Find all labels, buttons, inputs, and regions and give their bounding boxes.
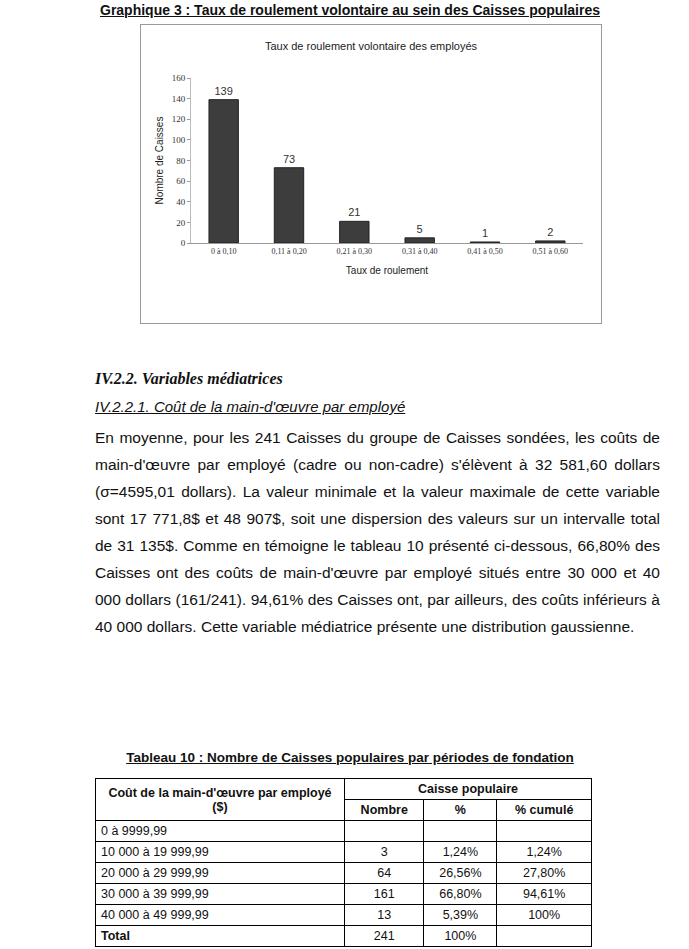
html-text:100%: 100%	[444, 929, 477, 943]
svg-text:140: 140	[172, 94, 186, 104]
html-text:Tableau 10 : Nombre de Caisses: Tableau 10 : Nombre de Caisses populaire…	[126, 750, 574, 765]
svg-text:0 à 0,10: 0 à 0,10	[211, 247, 237, 256]
svg-text:2: 2	[547, 226, 553, 238]
html-text:1,24%: 1,24%	[442, 845, 479, 859]
html-text:IV.2.2. Variables médiatrices: IV.2.2. Variables médiatrices	[95, 370, 283, 387]
html-text:Graphique 3 : Taux de roulemen: Graphique 3 : Taux de roulement volontai…	[100, 2, 600, 18]
svg-text:0: 0	[181, 238, 186, 248]
svg-text:5: 5	[417, 223, 423, 235]
svg-text:100: 100	[172, 135, 186, 145]
html-text:Coût de la main-d'œuvre par em: Coût de la main-d'œuvre par employé ($)	[108, 785, 332, 814]
svg-text:Nombre de Caisses: Nombre de Caisses	[154, 117, 165, 205]
html-text:26,56%: 26,56%	[439, 866, 482, 880]
html-text:3: 3	[380, 845, 388, 859]
svg-text:0,51 à 0,60: 0,51 à 0,60	[533, 247, 569, 256]
html-text:94,61%: 94,61%	[523, 887, 566, 901]
svg-text:21: 21	[348, 206, 360, 218]
svg-text:120: 120	[172, 114, 186, 124]
html-text:% cumulé: % cumulé	[515, 803, 574, 817]
svg-text:Taux de roulement volontaire d: Taux de roulement volontaire des employé…	[265, 40, 478, 52]
html-text:Caisse populaire: Caisse populaire	[418, 782, 518, 796]
html-text:Total: Total	[101, 929, 130, 943]
html-text:0 à 9999,99: 0 à 9999,99	[101, 824, 167, 838]
svg-text:73: 73	[283, 153, 295, 165]
html-text:13: 13	[377, 908, 392, 922]
svg-text:160: 160	[172, 73, 186, 83]
html-text:161: 161	[373, 887, 395, 901]
svg-text:20: 20	[176, 218, 186, 228]
svg-text:0,21 à 0,30: 0,21 à 0,30	[337, 247, 373, 256]
html-text:IV.2.2.1. Coût de la main-d'œu: IV.2.2.1. Coût de la main-d'œuvre par em…	[95, 398, 406, 415]
html-text:64: 64	[377, 866, 392, 880]
svg-text:0,31 à 0,40: 0,31 à 0,40	[402, 247, 438, 256]
html-text:Nombre: Nombre	[360, 803, 408, 817]
html-text:10 000 à 19 999,99: 10 000 à 19 999,99	[101, 845, 209, 859]
svg-text:60: 60	[176, 176, 186, 186]
svg-text:80: 80	[176, 156, 186, 166]
html-text:40 000 à 49 999,99: 40 000 à 49 999,99	[101, 908, 209, 922]
html-text:30 000 à 39 999,99: 30 000 à 39 999,99	[101, 887, 209, 901]
html-text:5,39%: 5,39%	[442, 908, 479, 922]
html-text:100%: 100%	[528, 908, 561, 922]
html-text:20 000 à 29 999,99: 20 000 à 29 999,99	[101, 866, 209, 880]
html-text:241: 241	[373, 929, 395, 943]
html-text:27,80%: 27,80%	[523, 866, 566, 880]
svg-text:Taux de roulement: Taux de roulement	[346, 265, 428, 276]
svg-text:1: 1	[482, 227, 488, 239]
svg-text:139: 139	[214, 85, 232, 97]
svg-text:0,41 à 0,50: 0,41 à 0,50	[467, 247, 503, 256]
svg-text:40: 40	[176, 197, 186, 207]
html-text:66,80%: 66,80%	[439, 887, 482, 901]
svg-text:0,11 à 0,20: 0,11 à 0,20	[271, 247, 306, 256]
html-text:1,24%: 1,24%	[526, 845, 562, 859]
html-text:En moyenne, pour les 241 Caiss: En moyenne, pour les 241 Caisses du grou…	[95, 429, 660, 635]
